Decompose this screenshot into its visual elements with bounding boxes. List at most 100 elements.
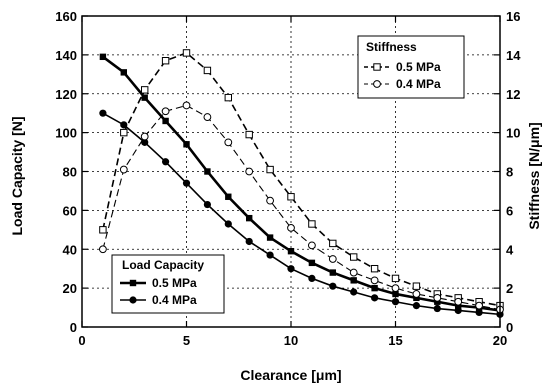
series-3-point [119, 165, 128, 174]
series-3 [99, 101, 504, 314]
series-1-point [391, 298, 400, 306]
series-2-point [412, 282, 421, 290]
series-2-point [141, 86, 149, 94]
series-3-point [370, 276, 379, 285]
x-tick-label: 5 [183, 333, 190, 348]
series-2-point [224, 93, 233, 102]
series-0-point [266, 234, 274, 241]
series-1-point [329, 282, 337, 290]
series-2-point [329, 239, 337, 248]
legend-swatch-marker [373, 63, 381, 71]
series-0-point [287, 247, 295, 255]
series-line-0 [102, 55, 501, 312]
series-0-point [350, 277, 357, 284]
series-0-point [183, 141, 190, 148]
y-tick-label: 80 [63, 165, 77, 180]
series-1-point [308, 274, 316, 283]
legend-label: 0.5 MPa [152, 276, 197, 290]
series-1-point [266, 251, 274, 259]
series-3-point [475, 301, 484, 310]
series-1-point [245, 237, 253, 246]
series-1 [99, 109, 504, 318]
series-2-point [182, 49, 191, 57]
series-2-point [308, 220, 316, 228]
series-3-point [203, 113, 212, 121]
series-0-point [120, 69, 127, 76]
x-tick-label: 15 [388, 333, 402, 348]
series-2-point [161, 57, 170, 65]
x-tick-label: 0 [78, 333, 85, 348]
legend-load-title: Load Capacity [122, 258, 204, 272]
series-layer [99, 49, 504, 318]
y-axis-title: Load Capacity [N] [9, 116, 25, 235]
y2-tick-label: 12 [506, 87, 520, 102]
series-1-point [224, 220, 232, 228]
series-2-point [266, 165, 274, 174]
series-3-point [266, 196, 275, 205]
y-tick-label: 0 [70, 320, 77, 335]
series-3-point [328, 255, 337, 263]
series-3-point [391, 284, 400, 293]
series-3-point [161, 107, 170, 116]
series-1-point [475, 308, 483, 317]
series-0-point [225, 193, 232, 200]
series-1-point [350, 288, 358, 296]
legend-swatch-marker [129, 279, 137, 287]
series-1-point [454, 306, 462, 315]
x-axis-title: Clearance [μm] [240, 367, 341, 383]
series-0-point [392, 290, 399, 298]
series-2-point [120, 128, 128, 137]
series-3-point [454, 297, 463, 306]
series-1-point [412, 302, 420, 310]
series-0-point [162, 117, 169, 125]
series-0-point [329, 269, 336, 276]
y-tick-label: 20 [63, 281, 77, 296]
series-0-point [308, 259, 316, 267]
series-3-point [245, 167, 254, 176]
series-3-point [308, 241, 316, 250]
series-2-point [99, 226, 107, 234]
series-line-2 [102, 52, 501, 307]
legend-load-items: 0.5 MPa 0.4 MPa [120, 276, 197, 307]
y2-tick-label: 2 [506, 281, 513, 296]
series-3-point [287, 223, 295, 232]
y-tick-label: 120 [55, 87, 77, 102]
series-1-point [433, 304, 441, 313]
y2-tick-label: 14 [506, 48, 521, 63]
series-1-point [162, 158, 170, 166]
y2-tick-label: 6 [506, 203, 513, 218]
series-1-point [203, 200, 211, 209]
series-0-point [99, 53, 107, 61]
y2-tick-label: 16 [506, 9, 520, 24]
legend-label: 0.4 MPa [396, 77, 441, 91]
y2-tick-label: 10 [506, 126, 520, 141]
series-1-point [287, 265, 295, 273]
series-1-point [371, 294, 379, 302]
series-1-point [99, 109, 107, 117]
series-3-point [224, 138, 233, 147]
x-tick-label: 20 [493, 333, 507, 348]
legend-swatch-marker [129, 296, 137, 304]
series-3-point [99, 245, 107, 254]
y2-axis-title: Stiffness [N/μm] [526, 122, 542, 229]
y2-tick-label: 4 [506, 242, 514, 257]
series-2-point [391, 274, 400, 283]
series-3-point [412, 290, 421, 298]
x-tick-label: 10 [284, 333, 298, 348]
series-3-point [349, 268, 358, 277]
series-3-point [140, 132, 149, 141]
y-tick-label: 160 [55, 9, 77, 24]
series-2-point [350, 253, 358, 261]
series-3-point [182, 101, 191, 110]
legend-label: 0.5 MPa [396, 60, 441, 74]
series-3-point [433, 293, 442, 302]
legend-swatch-marker [373, 80, 381, 88]
ticks: 0 5 10 15 2002040608010012014016002468101214… [55, 9, 521, 348]
series-1-point [120, 121, 128, 129]
series-1-point [182, 179, 191, 187]
legend-stiffness-title: Stiffness [366, 40, 417, 54]
series-0-point [246, 214, 253, 222]
y-tick-label: 60 [63, 203, 77, 218]
y-tick-label: 100 [55, 126, 77, 141]
